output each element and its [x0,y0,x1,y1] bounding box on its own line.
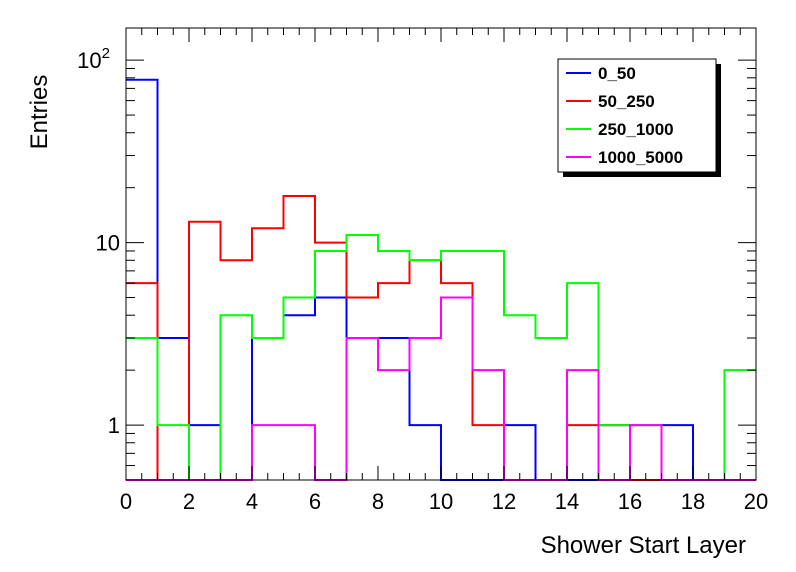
x-tick-label: 18 [681,489,705,514]
y-axis-title: Entries [26,75,53,150]
x-tick-label: 12 [492,489,516,514]
series-line-1000_5000 [126,296,756,481]
legend: 0_50 50_250 250_1000 1000_5000 [557,58,721,177]
x-tick-label: 4 [246,489,258,514]
axis-layer: 0 2 4 6 8 10 12 14 16 18 20 1 10 102 [77,28,768,514]
legend-label-50_250: 50_250 [598,92,655,111]
series-layer [126,78,756,481]
x-tick-label: 8 [372,489,384,514]
y-tick-label: 10 [96,231,120,256]
legend-box [557,58,717,173]
x-tick-label: 10 [429,489,453,514]
x-tick-label: 0 [120,489,132,514]
y-tick-label: 1 [108,413,120,438]
x-tick-label: 16 [618,489,642,514]
legend-label-1000_5000: 1000_5000 [598,148,683,167]
legend-label-0_50: 0_50 [598,64,636,83]
x-tick-label: 20 [744,489,768,514]
x-tick-label: 2 [183,489,195,514]
y-tick-label: 102 [77,45,110,73]
x-tick-label: 14 [555,489,579,514]
legend-label-250_1000: 250_1000 [598,120,674,139]
x-axis-title: Shower Start Layer [541,532,746,559]
x-tick-label: 6 [309,489,321,514]
